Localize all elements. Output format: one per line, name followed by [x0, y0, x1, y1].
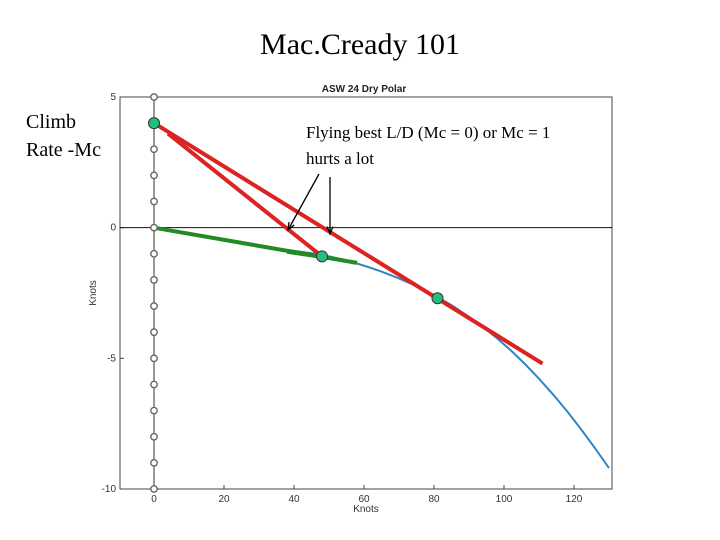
- x-axis-title: Knots: [353, 504, 379, 515]
- y-tick-label-0: -10: [102, 484, 117, 495]
- x-axis-ticks: 0 20 40 60 80 100 120: [151, 485, 583, 505]
- tangent-point-2: [432, 293, 443, 304]
- axis-marker-3: [151, 172, 157, 178]
- axis-marker-12: [151, 407, 157, 413]
- tangent-point-1: [317, 251, 328, 262]
- polar-line-0: [287, 250, 609, 468]
- axis-marker-8: [151, 303, 157, 309]
- chart-title: ASW 24 Dry Polar: [322, 84, 407, 95]
- axis-marker-4: [151, 198, 157, 204]
- axis-marker-10: [151, 355, 157, 361]
- annotation-line2: hurts a lot: [306, 146, 616, 172]
- mc-to-ld-line-line-0: [168, 134, 322, 257]
- series-layer: [154, 123, 609, 468]
- axis-marker-13: [151, 434, 157, 440]
- axis-marker-9: [151, 329, 157, 335]
- y-axis-ticks: -10 -5 0 5: [102, 92, 124, 495]
- y-axis-title: Knots: [88, 280, 99, 306]
- axis-marker-layer: [151, 94, 157, 492]
- y-tick-label-2: 0: [110, 223, 116, 234]
- axis-marker-15: [151, 486, 157, 492]
- arrow-layer: [288, 174, 333, 234]
- x-tick-label-2: 40: [288, 494, 300, 505]
- x-tick-label-4: 80: [428, 494, 440, 505]
- x-tick-label-0: 0: [151, 494, 157, 505]
- y-tick-label-1: -5: [107, 353, 116, 364]
- axis-marker-5: [151, 224, 157, 230]
- axis-marker-2: [151, 146, 157, 152]
- annotation-line1: Flying best L/D (Mc = 0) or Mc = 1: [306, 120, 616, 146]
- axis-marker-0: [151, 94, 157, 100]
- x-tick-label-5: 100: [496, 494, 513, 505]
- axis-marker-14: [151, 460, 157, 466]
- x-tick-label-6: 120: [566, 494, 583, 505]
- tangent-point-0: [149, 118, 160, 129]
- y-tick-label-3: 5: [110, 92, 116, 103]
- annotation-text: Flying best L/D (Mc = 0) or Mc = 1 hurts…: [306, 120, 616, 172]
- x-tick-label-1: 20: [218, 494, 230, 505]
- axis-marker-6: [151, 251, 157, 257]
- axis-marker-11: [151, 381, 157, 387]
- axis-marker-7: [151, 277, 157, 283]
